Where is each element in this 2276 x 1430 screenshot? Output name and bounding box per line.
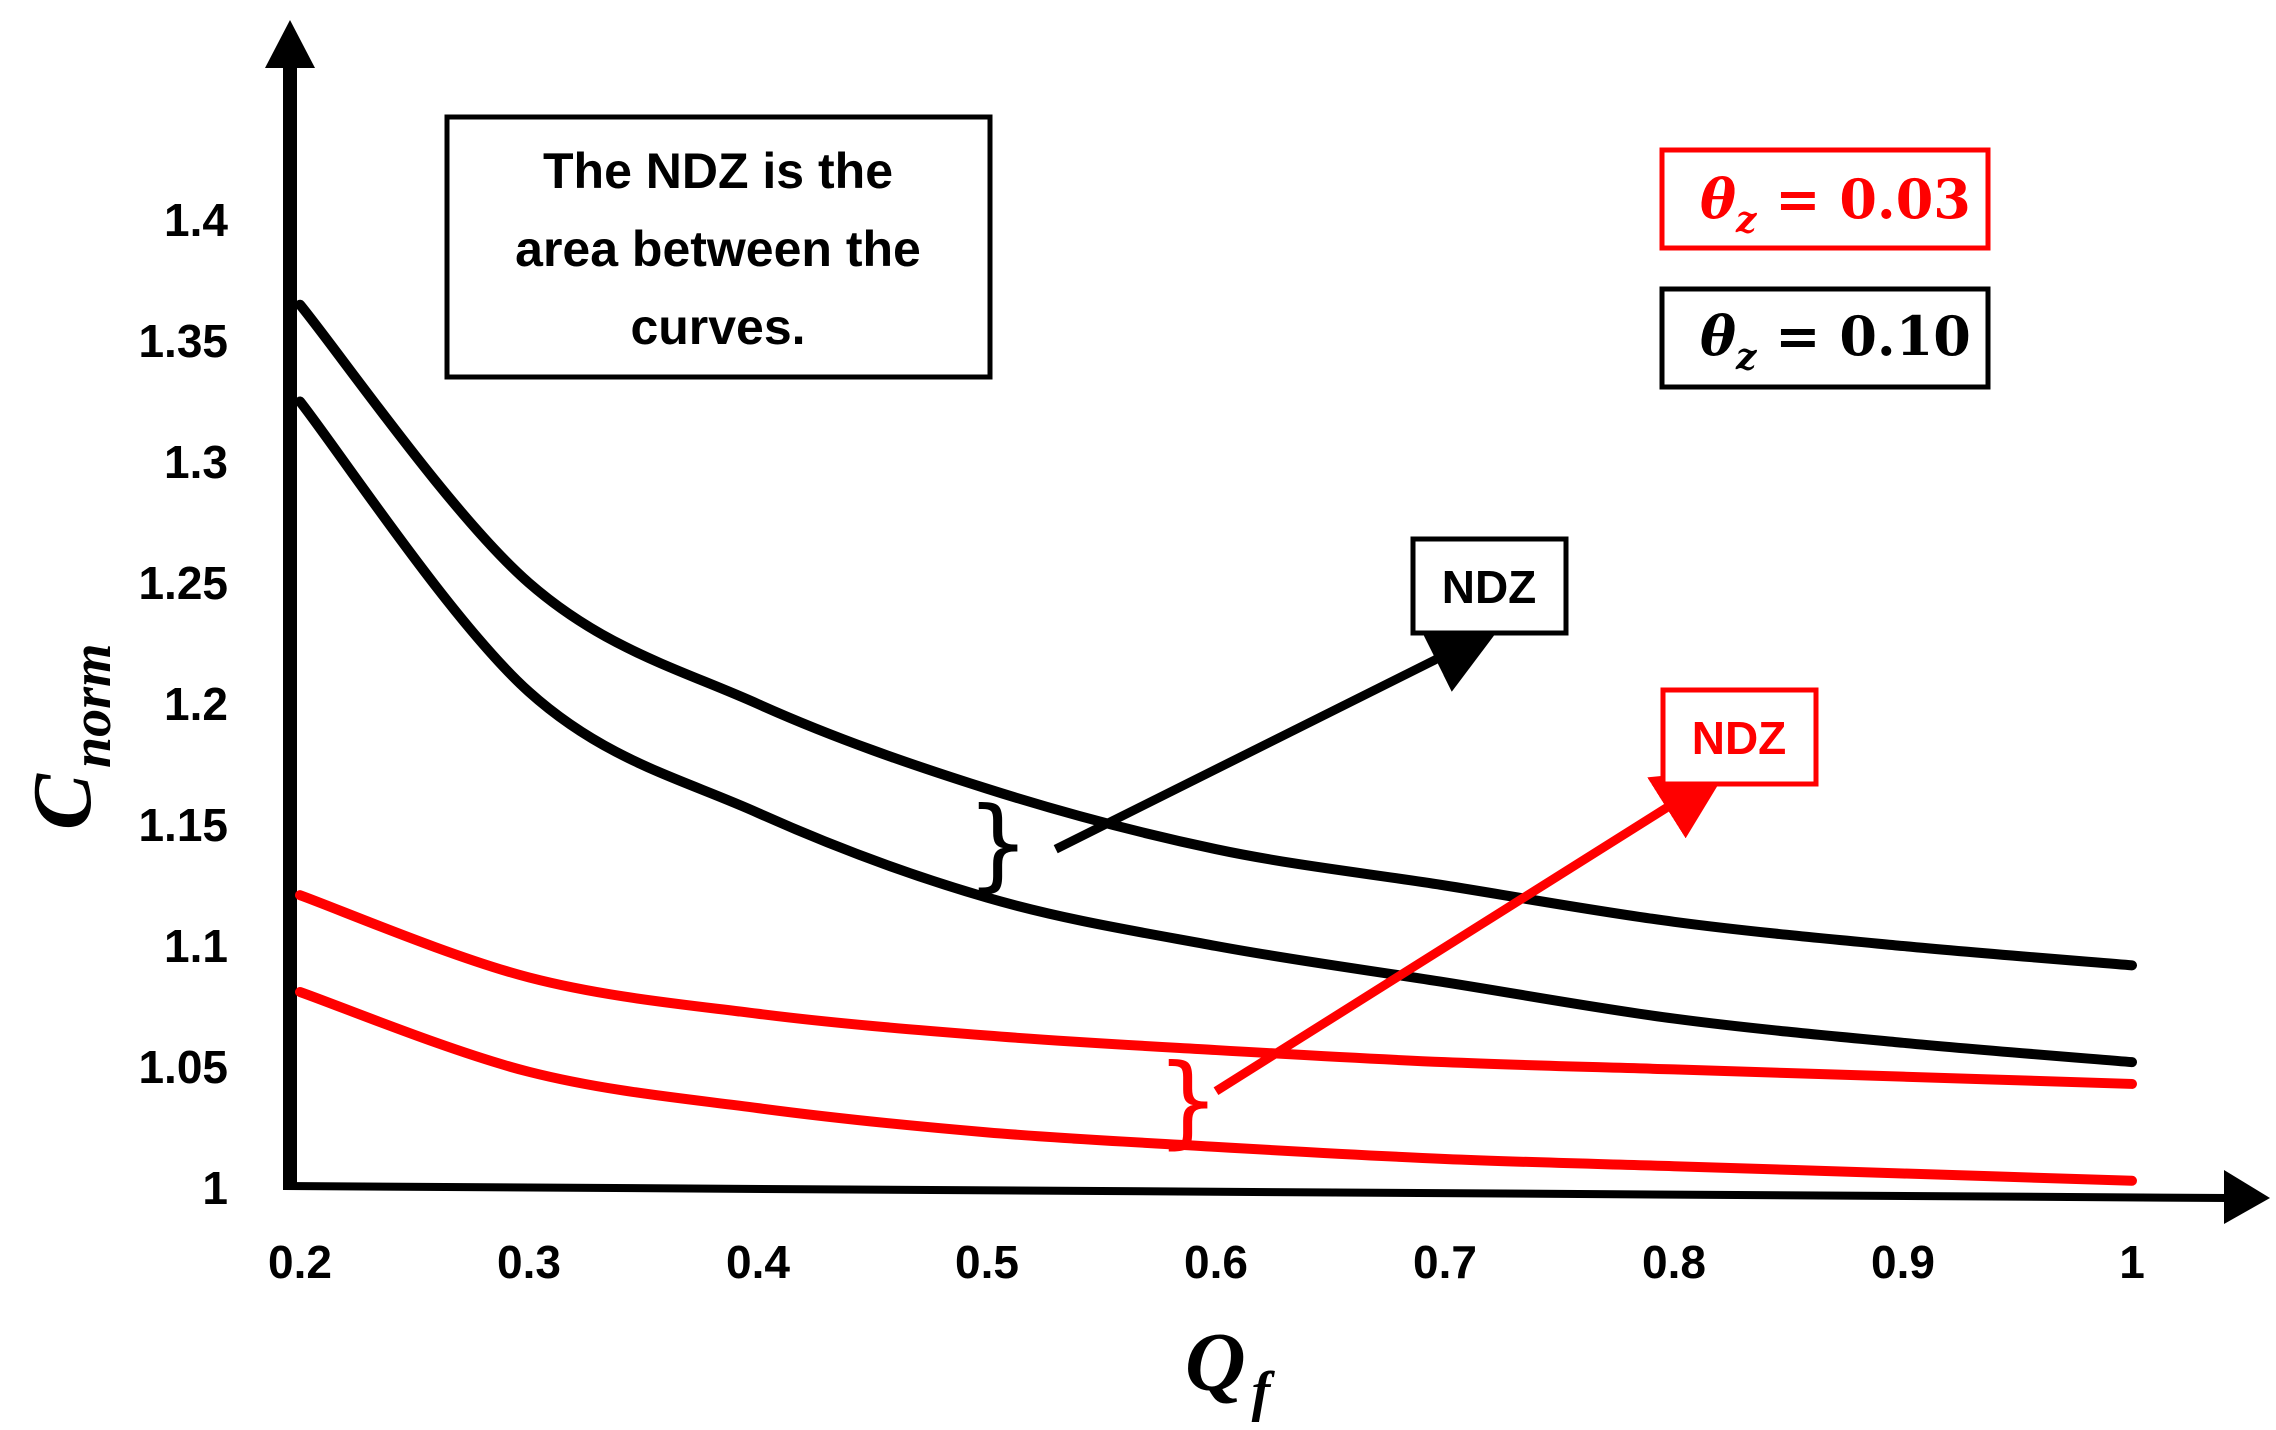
series-line-4 [295, 986, 2137, 1186]
x-tick-label: 0.5 [955, 1236, 1019, 1288]
y-tick-label: 1.2 [164, 678, 228, 730]
y-tick-label: 1.4 [164, 194, 228, 246]
legend-item-black: θz = 0.10 [1659, 286, 1991, 390]
y-tick-label: 1.35 [138, 315, 228, 367]
info-line-1: The NDZ is the [543, 143, 893, 199]
y-tick-label: 1.05 [138, 1041, 228, 1093]
y-axis-arrowhead [265, 20, 315, 68]
legend-red-box [1659, 147, 1991, 251]
ndz-red-brace: } [1156, 1042, 1220, 1159]
x-tick-label: 0.4 [726, 1236, 790, 1288]
x-tick-label: 1 [2119, 1236, 2145, 1288]
legend: θz = 0.03 θz = 0.10 [1659, 147, 1991, 390]
ndz-red-label: NDZ [1692, 712, 1787, 764]
x-tick-label: 0.3 [497, 1236, 561, 1288]
x-tick-labels: 0.2 0.3 0.4 0.5 0.6 0.7 0.8 0.9 1 [268, 1236, 2145, 1288]
series-line-2 [295, 396, 2137, 1068]
ndz-red-box [1660, 687, 1819, 787]
info-box: The NDZ is the area between the curves. [444, 114, 993, 380]
y-axis-title: Cnorm [16, 643, 123, 830]
x-tick-label: 0.8 [1642, 1236, 1706, 1288]
x-tick-label: 0.2 [268, 1236, 332, 1288]
ndz-black-brace: } [966, 785, 1030, 902]
x-tick-label: 0.7 [1413, 1236, 1477, 1288]
x-axis-line [283, 1182, 2229, 1202]
y-tick-labels: 1 1.05 1.1 1.15 1.2 1.25 1.3 1.35 1.4 [138, 194, 228, 1214]
ndz-red-annotation: } NDZ [1156, 687, 1819, 1159]
y-tick-label: 1.25 [138, 557, 228, 609]
legend-black-box [1659, 286, 1991, 390]
legend-item-red: θz = 0.03 [1659, 147, 1991, 251]
series-lines [295, 299, 2137, 1186]
x-axis-arrowhead [2224, 1170, 2270, 1224]
info-line-2: area between the [515, 221, 921, 277]
ndz-black-arrow [1053, 627, 1501, 854]
y-tick-label: 1 [202, 1162, 228, 1214]
x-tick-label: 0.6 [1184, 1236, 1248, 1288]
y-tick-label: 1.15 [138, 799, 228, 851]
axes [265, 20, 2270, 1224]
y-tick-label: 1.1 [164, 920, 228, 972]
info-box-frame [444, 114, 993, 380]
legend-black-label: θz = 0.10 [1700, 304, 1971, 378]
series-line-1 [295, 299, 2137, 971]
ndz-red-arrow [1213, 769, 1728, 1096]
series-line-3 [295, 890, 2137, 1089]
legend-red-label: θz = 0.03 [1700, 167, 1971, 241]
ndz-black-box [1410, 536, 1569, 636]
ndz-black-annotation: } NDZ [966, 536, 1569, 902]
y-tick-label: 1.3 [164, 436, 228, 488]
info-line-3: curves. [630, 299, 805, 355]
x-tick-label: 0.9 [1871, 1236, 1935, 1288]
ndz-black-label: NDZ [1442, 561, 1537, 613]
